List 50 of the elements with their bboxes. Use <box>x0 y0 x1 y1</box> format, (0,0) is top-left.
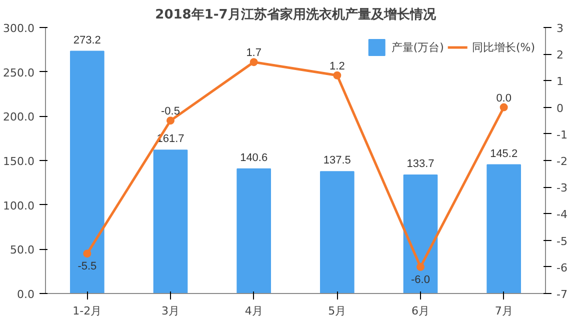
y2-tick-label: 3 <box>556 22 564 35</box>
data-label: 0.0 <box>496 92 512 104</box>
y2-tick-label: -5 <box>556 234 568 248</box>
y-tick-label: 0.0 <box>17 288 35 301</box>
y-tick-label: 250.0 <box>3 66 35 80</box>
point <box>416 262 424 271</box>
y2-tick-label: -3 <box>556 182 568 195</box>
data-label: 140.6 <box>240 152 268 164</box>
bar <box>320 171 354 294</box>
chart-title: 2018年1-7月江苏省家用洗衣机产量及增长情况 <box>155 6 437 22</box>
x-tick-label: 6月 <box>412 304 430 318</box>
y-tick-label: 300.0 <box>3 22 35 35</box>
point <box>333 71 342 80</box>
bar <box>153 150 188 294</box>
point <box>83 250 92 258</box>
data-label: 1.7 <box>246 47 262 60</box>
data-label: 145.2 <box>490 148 518 160</box>
y-tick-label: 150.0 <box>3 155 35 168</box>
x-tick-label: 1-2月 <box>72 304 102 318</box>
data-label: -6.0 <box>411 274 430 286</box>
data-label: 137.5 <box>323 154 351 167</box>
data-label: -0.5 <box>161 106 180 118</box>
y2-tick-label: -6 <box>556 261 568 274</box>
bar <box>236 168 271 294</box>
y2-tick-label: 2 <box>556 48 564 62</box>
bar <box>70 50 104 294</box>
data-label: 1.2 <box>330 60 345 72</box>
y2-tick-label: -4 <box>556 208 568 222</box>
point <box>166 116 174 125</box>
y2-tick-label: -1 <box>556 128 568 142</box>
y2-tick-label: -2 <box>556 155 568 168</box>
data-label: 133.7 <box>406 158 434 170</box>
x-tick-label: 4月 <box>244 304 263 318</box>
data-label: -5.5 <box>78 260 97 273</box>
x-tick-label: 5月 <box>328 304 346 318</box>
point <box>250 58 258 66</box>
y2-tick-label: 0 <box>556 102 564 115</box>
legend-label: 产量(万台) <box>391 40 444 54</box>
x-tick-label: 7月 <box>494 304 513 318</box>
bar <box>403 174 438 294</box>
y2-tick-label: 1 <box>556 75 564 88</box>
bar <box>486 164 521 294</box>
data-label: 273.2 <box>73 34 101 46</box>
legend-label: 同比增长(%) <box>472 40 535 54</box>
x-tick-label: 3月 <box>162 304 180 318</box>
y-tick-label: 100.0 <box>3 199 35 212</box>
y-tick-label: 200.0 <box>3 110 35 124</box>
y2-tick-label: -7 <box>556 288 568 301</box>
point <box>500 103 508 112</box>
y-tick-label: 50.0 <box>10 244 35 257</box>
